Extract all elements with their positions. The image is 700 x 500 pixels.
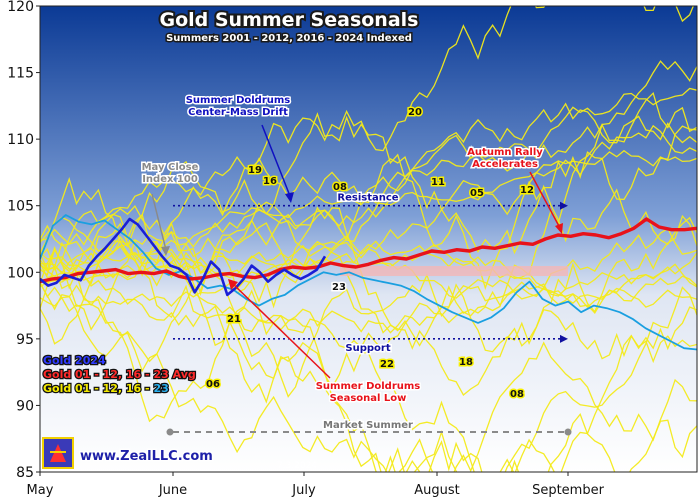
x-tick-label-august: August [414,483,460,498]
annotation-doldrums-drift-line-1: Summer Doldrums [186,95,291,106]
year-label-16-2: 16 [263,176,277,187]
chart-title: Gold Summer Seasonals [160,9,419,31]
y-tick-label-115: 115 [7,66,34,82]
annotation-may-close-line-1: May Close [142,162,199,173]
annotation-doldrums-low-line-1: Summer Doldrums [316,381,421,392]
year-line-15 [40,124,697,284]
year-label-05-6: 05 [470,188,484,199]
y-tick-label-100: 100 [7,265,34,281]
year-line-16 [40,282,697,472]
year-label-18-10: 18 [459,357,473,368]
year-label-12-7: 12 [520,185,534,196]
year-label-19-1: 19 [248,165,262,176]
annotation-may-close-line-2: Index 100 [142,174,198,185]
y-tick-label-120: 120 [7,0,34,15]
year-line-20 [40,239,697,334]
annotation-autumn-rally-line-2: Accelerates [472,159,538,170]
axes: 85 90 95 100 105 110 115 120 May June July August Se… [7,0,698,498]
annotation-doldrums-drift-line-2: Center-Mass Drift [188,107,288,118]
plot-frame [39,5,698,473]
x-tick-label-june: June [158,483,187,498]
legend-years-suffix: 23 [153,382,168,395]
autumn-rally-arrowhead [555,223,563,234]
y-tick-label-90: 90 [16,398,34,414]
may-close-arrowhead [161,246,170,256]
year-line-2 [40,87,697,253]
date-stamp: 7.3.2024 [277,461,317,471]
year-line-18 [40,6,695,284]
seasonal-band [340,266,568,276]
year-line-9 [40,176,697,472]
year-label-11-5: 11 [431,177,445,188]
year-label-22-9: 22 [380,359,394,370]
year-label-23: 23 [332,282,346,293]
reference-lines [166,201,572,436]
year-line-7 [40,156,697,271]
annotation-doldrums-low-line-2: Seasonal Low [330,393,407,404]
series-line-gold-2023 [40,214,697,351]
doldrums-low-arrow [231,282,331,379]
x-tick-label-july: July [291,483,316,498]
year-label-21-8: 21 [227,314,241,325]
legend: Gold 2024 Gold 01 - 12, 16 - 23 Avg Gold… [42,353,197,397]
doldrums-low-arrowhead [228,279,238,290]
year-line-19 [40,235,697,297]
historical-years-band [40,6,697,472]
year-line-12 [40,112,697,297]
year-label-06-11: 06 [206,379,220,390]
market-summer-start-dot [166,428,174,436]
year-label-20-4: 20 [408,107,422,118]
year-line-13 [40,227,697,351]
legend-entry-gold-2024: Gold 2024 [43,354,106,367]
annotation-autumn-rally-line-1: Autumn Rally [467,147,543,158]
x-tick-label-may: May [27,483,54,498]
year-label-08-3: 08 [333,182,347,193]
x-tick-label-september: September [532,483,605,498]
y-tick-label-85: 85 [16,465,34,481]
year-line-8 [40,91,697,347]
support-arrowhead [560,334,568,343]
year-line-10 [40,264,697,398]
zeal-logo [42,437,74,469]
resistance-arrowhead [560,201,568,210]
autumn-rally-arrow [529,171,561,229]
year-line-6 [40,214,697,396]
website-link[interactable]: www.ZealLLC.com [79,448,215,466]
market-summer-label: Market Summer [323,420,413,431]
legend-years-prefix: Gold 01 - 12, 16 - [43,382,153,395]
legend-entry-average: Gold 01 - 12, 16 - 23 Avg [43,368,196,381]
series-line-average [40,217,697,284]
y-tick-label-110: 110 [7,132,34,148]
y-tick-label-95: 95 [16,332,34,348]
support-label: Support [345,343,390,354]
doldrums-drift-arrow [261,124,291,197]
doldrums-drift-arrowhead [285,192,294,203]
chart-subtitle: Summers 2001 - 2012, 2016 - 2024 Indexed [166,33,412,44]
legend-entry-years: Gold 01 - 12, 16 - 23 [43,382,169,395]
series-line-gold-2024 [40,217,327,297]
year-line-4 [40,60,697,254]
year-label-08-12: 08 [510,389,524,400]
resistance-label: Resistance [337,193,398,204]
may-close-arrow [151,193,167,251]
series-lines [40,214,697,351]
market-summer-end-dot [564,428,572,436]
y-tick-label-105: 105 [7,199,34,215]
